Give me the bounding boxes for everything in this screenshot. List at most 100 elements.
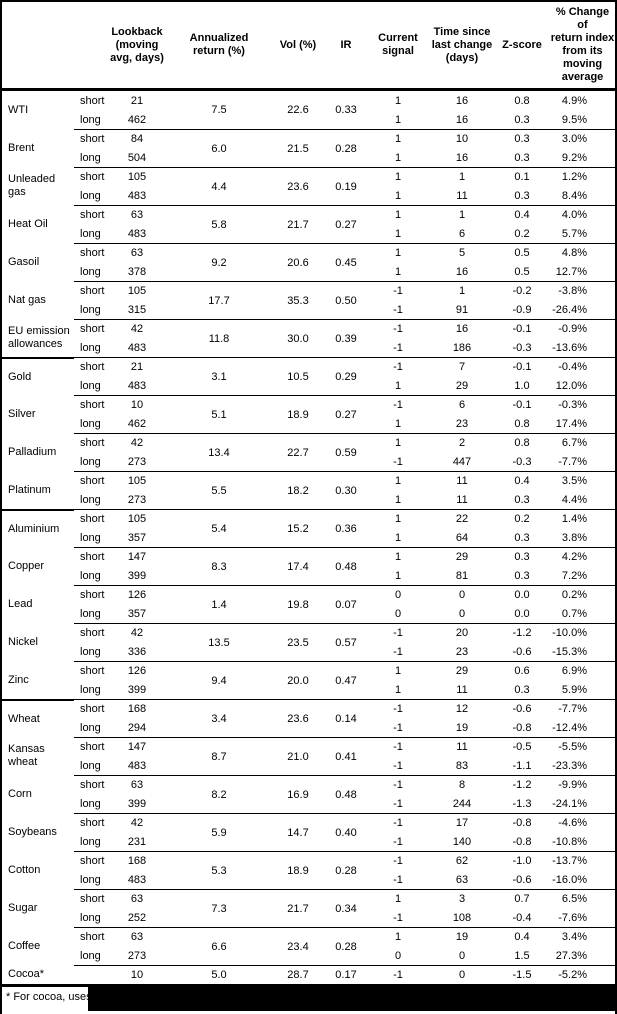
sub-period-label: long (80, 455, 101, 468)
ir-value: 0.33 (335, 104, 357, 116)
commodity-block: Zinc short 126 1 29 0.6 6.9% long 399 1 11 0.3 5.9% 9… (2, 661, 615, 699)
sub-period-label: short (74, 699, 106, 718)
lookback-value: 315 (127, 303, 147, 316)
commodity-name: Copper (8, 559, 45, 572)
ir-value: 0.07 (326, 585, 366, 623)
zscore-value: 0.3 (514, 189, 530, 202)
ir-value: 0.28 (326, 851, 366, 889)
sub-period-label: long (80, 151, 101, 164)
time-since-change-value: 6 (458, 227, 466, 240)
pct-change-value: -7.7% (558, 455, 587, 468)
time-since-change-value: 23 (455, 417, 469, 430)
zscore-value: 0.5 (494, 243, 550, 262)
zscore-value: 1.5 (514, 949, 530, 962)
annualized-return-value: 5.1 (168, 395, 270, 433)
commodity-name: Soybeans (8, 825, 57, 838)
lookback-value: 168 (106, 699, 168, 718)
header-lookback: Lookback (moving avg, days) (110, 25, 164, 64)
time-since-change-value: 19 (430, 927, 494, 946)
sub-period-label: short (74, 319, 106, 338)
ir-value: 0.27 (326, 205, 366, 243)
time-since-change-value: 16 (455, 94, 469, 107)
time-since-change-value: 6 (430, 395, 494, 414)
commodity-block: Heat Oil short 63 1 1 0.4 4.0% long 483 1 6 0.2 5.7%… (2, 205, 615, 243)
signal-value: -1 (366, 395, 430, 414)
lookback-value: 483 (127, 873, 147, 886)
commodity-block: Corn short 63 -1 8 -1.2 -9.9% long 399 -1 244 -1.3-… (2, 775, 615, 813)
zscore-value: 0.2 (514, 227, 530, 240)
pct-change-value: -5.5% (550, 737, 615, 756)
vol-value: 23.6 (270, 167, 326, 205)
time-since-change-value: 0 (458, 949, 466, 962)
vol-value: 23.6 (270, 699, 326, 737)
signal-value: 0 (366, 585, 430, 604)
annualized-return-value: 3.1 (168, 357, 270, 395)
commodity-name: Heat Oil (8, 217, 48, 230)
commodity-block: Palladium short 42 1 2 0.8 6.7% long 273 -1 447 -0.… (2, 433, 615, 471)
annualized-return-value: 8.7 (168, 737, 270, 775)
header-sub (74, 2, 106, 88)
commodity-name: Gasoil (8, 255, 40, 268)
time-since-change-value: 63 (455, 873, 469, 886)
annualized-return-value: 6.0 (168, 129, 270, 167)
commodity-name: Brent (8, 141, 35, 154)
signal-value: 1 (366, 509, 430, 528)
pct-change-value: -3.8% (550, 281, 615, 300)
vol-value: 28.7 (270, 965, 326, 984)
signal-value: -1 (393, 759, 403, 772)
sub-period-label: short (74, 281, 106, 300)
pct-change-value: 1.4% (550, 509, 615, 528)
time-since-change-value: 3 (430, 889, 494, 908)
time-since-change-value: 1 (430, 281, 494, 300)
annualized-return-value: 7.5 (211, 104, 227, 116)
zscore-value: -0.3 (512, 341, 532, 354)
vol-value: 21.0 (270, 737, 326, 775)
lookback-value: 399 (127, 683, 147, 696)
commodity-name: Gold (2, 357, 74, 395)
signal-value: 1 (394, 379, 402, 392)
signal-value: 1 (366, 927, 430, 946)
annualized-return-value: 5.9 (168, 813, 270, 851)
ir-value: 0.29 (326, 357, 366, 395)
zscore-value: -1.1 (512, 759, 532, 772)
zscore-value: -0.6 (494, 699, 550, 718)
sub-period-label: short (74, 471, 106, 490)
sub-period-label (74, 965, 106, 984)
pct-change-value: 0.7% (561, 607, 587, 620)
signal-value: -1 (393, 835, 403, 848)
time-since-change-value: 20 (430, 623, 494, 642)
annualized-return-value: 5.5 (168, 471, 270, 509)
time-since-change-value: 22 (430, 509, 494, 528)
time-since-change-value: 0 (430, 965, 494, 984)
pct-change-value: 4.2% (550, 547, 615, 566)
commodity-name: Cocoa* (8, 968, 45, 980)
ir-value: 0.17 (326, 965, 366, 984)
ir-value: 0.14 (326, 699, 366, 737)
zscore-value: 0.3 (494, 547, 550, 566)
time-since-change-value: 1 (430, 167, 494, 186)
zscore-value: -0.1 (494, 357, 550, 376)
sub-period-label: short (74, 205, 106, 224)
vol-value: 23.5 (270, 623, 326, 661)
pct-change-value: -0.3% (550, 395, 615, 414)
lookback-value: 483 (127, 341, 147, 354)
lookback-value: 273 (127, 455, 147, 468)
signal-value: 1 (394, 189, 402, 202)
commodity-name: Zinc (8, 673, 29, 686)
commodity-block: EU emission allowances short 42 -1 16 -0.1 -0.… (2, 319, 615, 357)
lookback-value: 399 (127, 569, 147, 582)
time-since-change-value: 11 (456, 189, 468, 202)
annualized-return-value: 13.4 (168, 433, 270, 471)
annualized-return-value: 1.4 (168, 585, 270, 623)
annualized-return-value: 3.4 (168, 699, 270, 737)
signal-value: 1 (394, 417, 402, 430)
zscore-value: -1.3 (512, 797, 532, 810)
signal-value: 1 (366, 433, 430, 452)
pct-change-value: 12.0% (555, 379, 587, 392)
time-since-change-value: 447 (452, 455, 472, 468)
footnote-text: * For cocoa, uses o (6, 991, 101, 1003)
signal-value: -1 (366, 281, 430, 300)
vol-value: 30.0 (270, 319, 326, 357)
lookback-value: 42 (106, 319, 168, 338)
